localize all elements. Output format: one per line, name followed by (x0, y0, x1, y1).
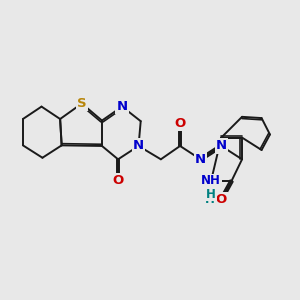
Text: H: H (206, 188, 216, 200)
Text: NH: NH (201, 175, 221, 188)
Text: O: O (216, 193, 227, 206)
Text: O: O (174, 117, 186, 130)
Text: H: H (205, 193, 214, 206)
Text: O: O (112, 175, 124, 188)
Text: N: N (133, 140, 144, 152)
Text: N: N (116, 100, 128, 113)
Text: S: S (77, 97, 87, 110)
Text: N: N (195, 153, 206, 166)
Text: N: N (216, 140, 227, 152)
